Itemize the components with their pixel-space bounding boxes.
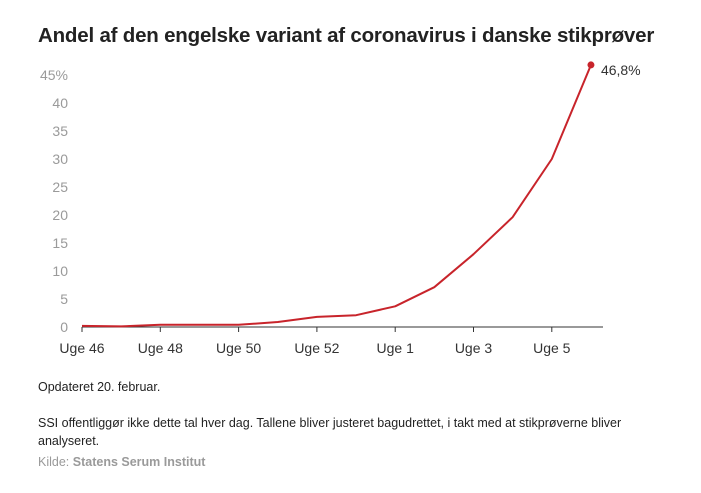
source-name: Statens Serum Institut xyxy=(72,455,206,469)
series-line xyxy=(81,64,592,328)
y-tick-label: 15 xyxy=(52,235,68,251)
y-tick-label: 35 xyxy=(52,123,68,139)
description-note: SSI offentliggør ikke dette tal hver dag… xyxy=(38,416,622,448)
x-tick-label: Uge 46 xyxy=(59,340,104,356)
chart-title: Andel af den engelske variant af coronav… xyxy=(38,24,655,47)
source-prefix: Kilde: xyxy=(38,455,70,469)
y-tick-label: 0 xyxy=(60,319,68,335)
end-point xyxy=(587,61,595,69)
source-line: Kilde: Statens Serum Institut xyxy=(38,455,205,469)
x-tick-label: Uge 3 xyxy=(455,340,493,356)
y-tick-label: 10 xyxy=(52,263,68,279)
line-chart: 0 5 10 15 20 25 30 35 40 45% Uge 46 Uge 48 Uge 50 Uge… xyxy=(40,61,641,356)
y-tick-label: 5 xyxy=(60,291,68,307)
y-tick-label: 30 xyxy=(52,151,68,167)
x-tick-label: Uge 52 xyxy=(294,340,339,356)
x-tick-label: Uge 48 xyxy=(138,340,183,356)
x-tick-label: Uge 50 xyxy=(216,340,261,356)
y-tick-label: 20 xyxy=(52,207,68,223)
y-tick-label: 45% xyxy=(40,67,68,83)
updated-note: Opdateret 20. februar. xyxy=(38,380,161,394)
end-value-label: 46,8% xyxy=(601,62,641,78)
y-tick-label: 40 xyxy=(52,95,68,111)
y-tick-label: 25 xyxy=(52,179,68,195)
x-tick-label: Uge 1 xyxy=(377,340,415,356)
x-tick-label: Uge 5 xyxy=(533,340,571,356)
